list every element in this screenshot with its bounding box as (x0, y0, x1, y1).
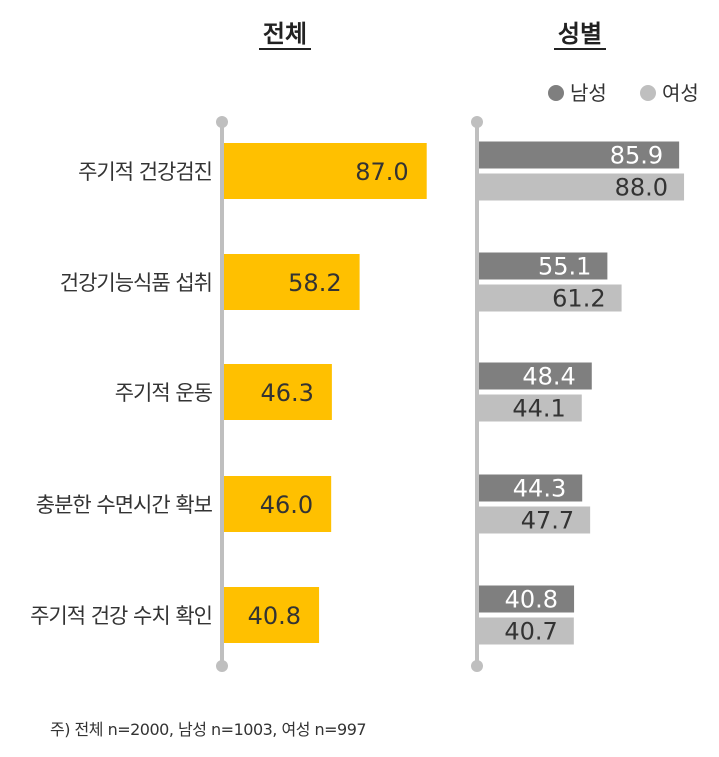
total-bars: 87.0 58.2 46.3 46.0 40.8 (224, 143, 427, 643)
panel-titles: 전체 성별 (259, 20, 606, 50)
female-value-label: 44.1 (512, 395, 565, 423)
category-label: 주기적 건강검진 (78, 160, 212, 184)
male-bar (479, 252, 608, 280)
total-value-label: 87.0 (355, 158, 408, 186)
female-bar (479, 284, 622, 312)
male-bar (479, 141, 680, 169)
male-bar (479, 362, 592, 390)
total-value-label: 46.0 (260, 491, 313, 519)
legend-marker-male (548, 85, 564, 101)
category-label: 건강기능식품 섭취 (60, 271, 212, 295)
legend-label-female: 여성 (662, 81, 699, 105)
female-bar (479, 506, 591, 534)
total-value-label: 40.8 (248, 602, 301, 630)
female-value-label: 47.7 (521, 507, 574, 535)
total-bar (224, 254, 360, 310)
total-axis-cap-top (216, 116, 228, 128)
female-value-label: 61.2 (552, 285, 605, 313)
legend: 남성 여성 (548, 81, 699, 105)
female-value-label: 88.0 (615, 174, 668, 202)
total-axis-cap-bottom (216, 660, 228, 672)
female-value-label: 40.7 (504, 618, 557, 646)
gender-axis-cap-top (471, 116, 483, 128)
male-value-label: 55.1 (538, 253, 591, 281)
male-value-label: 40.8 (505, 586, 558, 614)
category-label: 충분한 수면시간 확보 (36, 493, 213, 517)
total-bar (224, 587, 320, 643)
total-bar (224, 143, 427, 199)
footnote: 주) 전체 n=2000, 남성 n=1003, 여성 n=997 (50, 720, 367, 739)
male-value-label: 44.3 (513, 475, 566, 503)
male-bar (479, 585, 575, 613)
male-value-label: 85.9 (610, 142, 663, 170)
gender-panel-title: 성별 (558, 20, 602, 48)
total-bar (224, 364, 332, 420)
female-bar (479, 394, 582, 422)
female-bar (479, 617, 574, 645)
gender-axis-cap-bottom (471, 660, 483, 672)
legend-marker-female (640, 85, 656, 101)
axes (216, 116, 483, 672)
total-value-label: 58.2 (288, 269, 341, 297)
total-panel-title: 전체 (263, 20, 307, 48)
male-bar (479, 474, 583, 502)
total-bar (224, 476, 332, 532)
gender-bars: 85.9 55.1 48.4 44.3 40.8 88.0 61.2 44.1 47.7 40.7 (479, 141, 685, 646)
female-bar (479, 173, 685, 201)
male-value-label: 48.4 (522, 363, 575, 391)
total-value-label: 46.3 (260, 379, 313, 407)
category-label: 주기적 운동 (115, 381, 213, 405)
category-label: 주기적 건강 수치 확인 (30, 604, 212, 628)
legend-label-male: 남성 (570, 81, 607, 105)
